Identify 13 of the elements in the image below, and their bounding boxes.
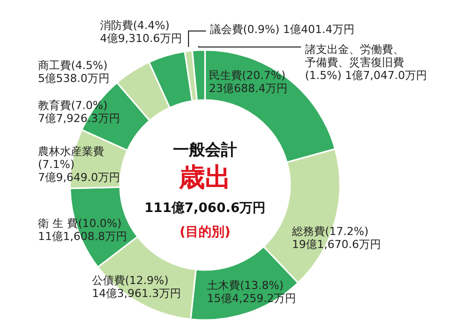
- slice-label: 土木費(13.8%) 15億4,259.2万円: [207, 279, 296, 305]
- text: (目的別): [180, 225, 230, 240]
- slice-label: 議会費(0.9%) 1億401.4万円: [210, 23, 355, 36]
- text: 一般会計: [173, 140, 237, 159]
- text: 歳出: [178, 163, 231, 193]
- slice-label: 公債費(12.9%) 14億3,961.3万円: [92, 274, 181, 300]
- slice-label: 諸支出金、労働費、予備費、災害復旧費 (1.5%) 1億7,047.0万円: [305, 43, 428, 82]
- slice-label: 総務費(17.2%) 19億1,670.6万円: [291, 225, 381, 251]
- slice-label: 農林水産業費 (7.1%) 7億9,649.0万円: [38, 145, 120, 184]
- slice-label: 消防費(4.4%) 4億9,310.6万円: [100, 19, 182, 45]
- slice-label: 商工費(4.5%) 5億538.0万円: [38, 59, 110, 85]
- slice-label: 民生費(20.7%) 23億688.4万円: [209, 69, 288, 95]
- text: 111億7,060.6万円: [144, 200, 266, 216]
